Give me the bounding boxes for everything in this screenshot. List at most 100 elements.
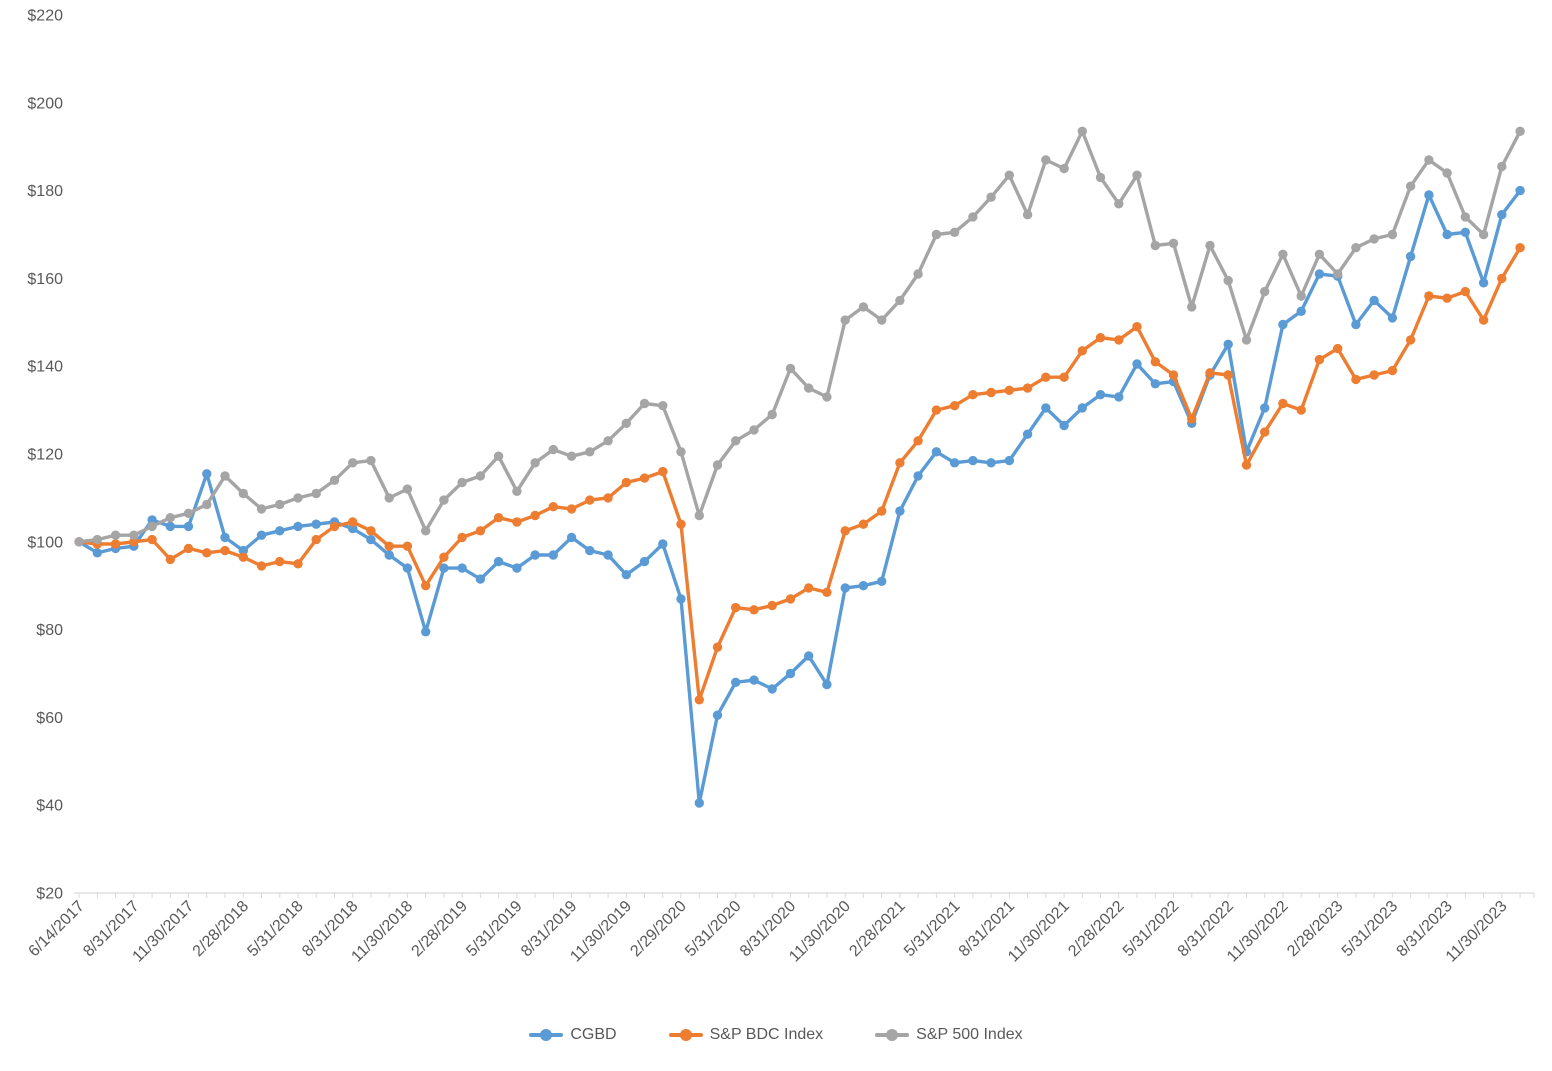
data-point-marker [165,513,175,523]
legend-label: S&P 500 Index [916,1026,1023,1043]
legend-label: CGBD [570,1026,617,1043]
data-point-marker [639,398,650,409]
data-point-marker [785,668,796,679]
data-point-marker [1405,335,1416,345]
series-line [77,245,1522,702]
data-point-marker [275,499,285,510]
data-point-marker [1241,460,1252,470]
data-point-marker [1095,333,1106,343]
data-point-marker [238,545,248,556]
y-axis-tick-label: $60 [36,710,63,727]
data-point-marker [1223,339,1233,349]
data-point-marker [1114,392,1124,402]
data-point-marker [1022,429,1033,439]
data-point-marker [293,559,303,569]
data-point-marker [129,530,139,540]
data-point-marker [585,447,595,457]
data-point-marker [1387,313,1398,323]
data-point-marker [384,493,394,503]
legend-item-s-p-bdc-index: S&P BDC Index [668,1026,823,1044]
x-axis-tick-label: 2/29/2020 [627,898,689,960]
legend-line-marker-swatch [668,1029,703,1041]
x-axis-tick-label: 5/31/2022 [1120,898,1182,960]
series-line [77,129,1522,544]
data-point-marker [1405,181,1416,191]
data-point-marker [1223,370,1233,380]
data-point-marker [694,695,704,705]
data-point-marker [749,425,759,435]
data-point-marker [694,798,704,808]
data-point-marker [202,469,212,479]
data-point-marker [639,556,650,567]
data-point-marker [147,534,157,545]
data-point-marker [1022,383,1033,393]
data-point-marker [1022,210,1033,220]
data-point-marker [712,710,723,720]
data-point-marker [1132,322,1142,332]
data-point-marker [402,484,413,494]
data-point-marker [858,519,869,529]
data-point-marker [1296,405,1306,415]
data-point-marker [1296,306,1306,316]
data-point-marker [1205,368,1215,378]
data-point-marker [366,534,376,545]
data-point-marker [348,523,358,534]
data-point-marker [986,387,996,398]
y-axis-tick-label: $160 [27,271,63,288]
data-point-marker [548,444,558,455]
data-point-marker [457,477,467,488]
data-point-marker [1059,372,1069,382]
data-point-marker [1150,379,1161,389]
data-point-marker [220,545,230,556]
data-point-marker [1314,354,1325,365]
data-point-marker [439,552,449,562]
data-point-marker [530,458,540,468]
data-point-marker [1369,295,1379,306]
data-point-marker [1351,374,1361,385]
data-point-marker [1041,155,1051,165]
data-point-marker [621,418,631,428]
data-point-marker [1369,234,1379,244]
y-axis-tick-label: $220 [27,8,63,25]
data-point-marker [147,521,157,532]
data-point-marker [694,510,704,521]
data-point-marker [1460,227,1471,237]
data-point-marker [110,539,121,549]
data-point-marker [1150,240,1161,251]
data-point-marker [804,583,814,593]
data-point-marker [877,576,887,586]
data-point-marker [129,537,139,547]
data-point-marker [202,548,212,558]
data-point-marker [1424,190,1434,200]
data-point-marker [968,455,978,466]
data-point-marker [512,486,522,496]
data-point-marker [931,229,942,240]
data-point-marker [1369,370,1379,380]
x-axis-tick-label: 2/28/2021 [846,898,908,960]
data-point-marker [621,570,631,580]
data-point-marker [895,458,905,468]
data-point-marker [603,550,613,560]
data-point-marker [1095,390,1106,400]
data-point-marker [1460,212,1471,222]
data-point-marker [548,550,558,560]
data-point-marker [110,530,121,540]
data-point-marker [566,451,577,461]
data-point-marker [566,504,577,514]
data-point-marker [1241,335,1252,345]
y-axis-tick-label: $120 [27,447,63,464]
data-point-marker [1442,168,1452,178]
data-point-marker [512,563,522,573]
data-point-marker [658,539,668,549]
series-s-p-500-index [74,126,1525,547]
data-point-marker [1095,172,1106,183]
data-point-marker [1424,155,1434,165]
data-point-marker [293,493,303,503]
data-point-marker [1260,427,1270,437]
data-point-marker [238,552,248,562]
data-point-marker [749,675,759,685]
data-point-marker [1497,161,1507,172]
data-point-marker [1187,302,1197,312]
data-point-marker [183,521,194,532]
